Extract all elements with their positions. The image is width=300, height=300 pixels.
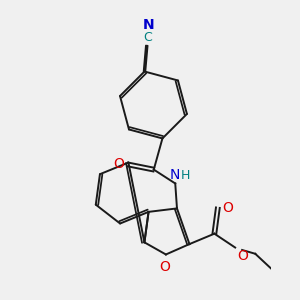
Text: O: O xyxy=(113,157,124,171)
Text: O: O xyxy=(222,201,233,215)
Text: N: N xyxy=(170,168,180,182)
Text: N: N xyxy=(142,19,154,32)
Text: O: O xyxy=(237,249,248,263)
Text: C: C xyxy=(143,31,152,44)
Text: H: H xyxy=(180,169,190,182)
Text: O: O xyxy=(159,260,170,274)
